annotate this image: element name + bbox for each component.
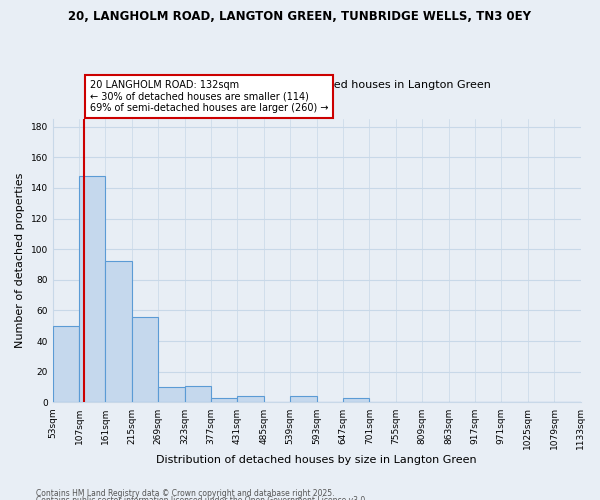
Bar [290, 396, 317, 402]
Title: Size of property relative to detached houses in Langton Green: Size of property relative to detached ho… [143, 80, 491, 90]
Bar [343, 398, 370, 402]
Bar [158, 387, 185, 402]
Bar [238, 396, 264, 402]
Bar [79, 176, 106, 402]
Bar [106, 262, 132, 402]
Text: Contains HM Land Registry data © Crown copyright and database right 2025.: Contains HM Land Registry data © Crown c… [36, 488, 335, 498]
Bar [132, 316, 158, 402]
X-axis label: Distribution of detached houses by size in Langton Green: Distribution of detached houses by size … [156, 455, 477, 465]
Bar [211, 398, 238, 402]
Text: 20 LANGHOLM ROAD: 132sqm
← 30% of detached houses are smaller (114)
69% of semi-: 20 LANGHOLM ROAD: 132sqm ← 30% of detach… [89, 80, 328, 113]
Text: 20, LANGHOLM ROAD, LANGTON GREEN, TUNBRIDGE WELLS, TN3 0EY: 20, LANGHOLM ROAD, LANGTON GREEN, TUNBRI… [68, 10, 532, 23]
Bar [53, 326, 79, 402]
Y-axis label: Number of detached properties: Number of detached properties [15, 173, 25, 348]
Text: Contains public sector information licensed under the Open Government Licence v3: Contains public sector information licen… [36, 496, 368, 500]
Bar [185, 386, 211, 402]
